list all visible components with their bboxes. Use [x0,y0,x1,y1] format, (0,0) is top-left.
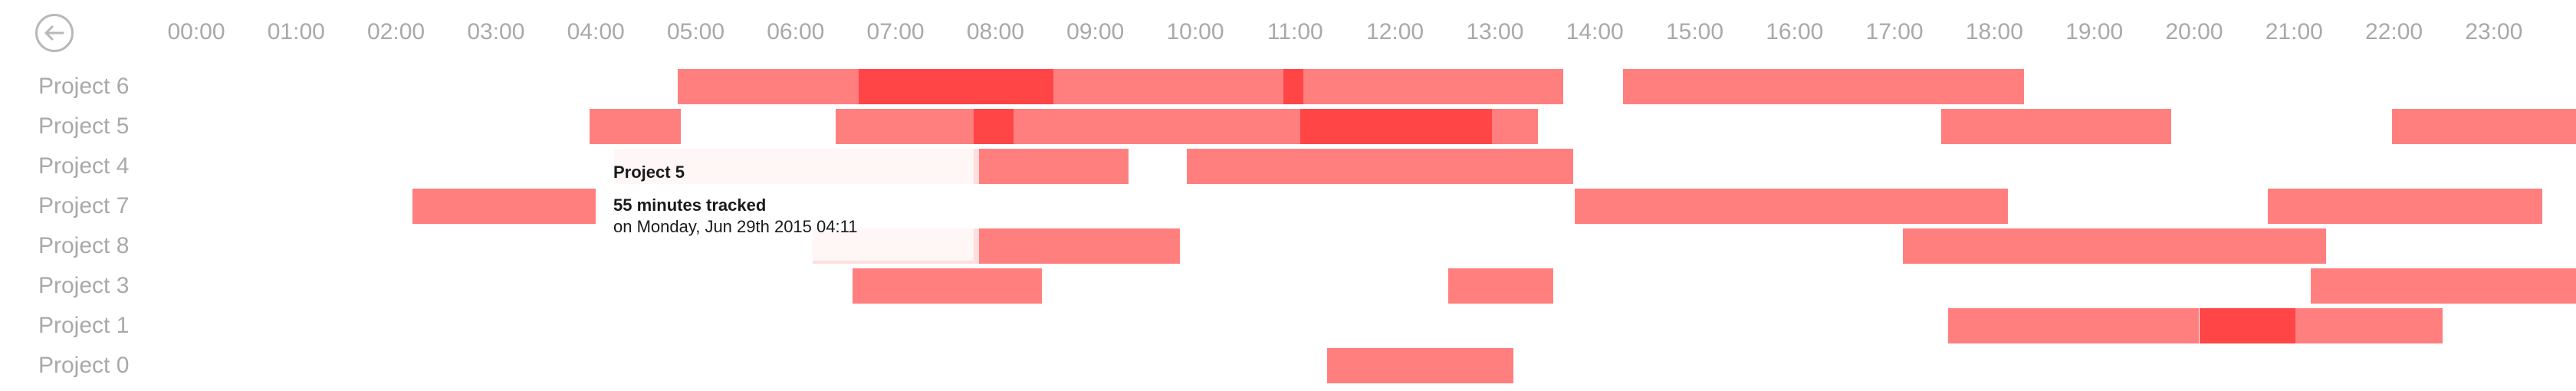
hour-label: 23:00 [2465,19,2523,44]
time-entry-bar[interactable] [1053,69,1284,104]
time-entry-bar[interactable] [852,268,1043,304]
tooltip-title: Project 5 [613,163,685,182]
arrow-left-icon [44,25,64,41]
time-entry-bar[interactable] [677,69,859,104]
row-label: Project 8 [38,233,130,258]
hour-label: 09:00 [1066,19,1125,44]
back-button[interactable] [35,14,74,52]
hour-label: 00:00 [167,19,225,44]
tooltip-backdrop [606,146,974,261]
hour-label: 04:00 [567,19,625,44]
time-entry-bar[interactable] [589,109,681,144]
row-label: Project 6 [38,74,130,99]
time-entry-bar[interactable] [2199,308,2296,343]
time-entry-bar[interactable] [1575,189,2008,224]
time-entry-bar[interactable] [1300,109,1492,144]
time-entry-bar[interactable] [1326,348,1513,383]
tooltip: Project 5 55 minutes tracked on Monday, … [613,161,1043,238]
hour-label: 08:00 [966,19,1024,44]
time-entry-bar[interactable] [1187,149,1573,184]
tooltip-date: on Monday, Jun 29th 2015 04:11 [613,217,858,236]
row-label: Project 0 [38,353,130,378]
time-entry-bar[interactable] [859,69,1054,104]
hour-label: 06:00 [767,19,825,44]
time-entry-bar[interactable] [1623,69,2025,104]
hour-label: 05:00 [666,19,725,44]
row-label: Project 3 [38,273,130,298]
hour-label: 02:00 [367,19,426,44]
tooltip-amount: 55 minutes tracked [613,196,767,215]
hour-label: 19:00 [2065,19,2124,44]
time-entry-bar[interactable] [835,109,974,144]
time-entry-bar[interactable] [412,189,596,224]
time-entry-bar[interactable] [1491,109,1539,144]
hour-label: 10:00 [1166,19,1224,44]
hour-label: 12:00 [1366,19,1424,44]
row-label: Project 7 [38,193,130,219]
time-entry-bar[interactable] [1902,228,2326,264]
time-entry-bar[interactable] [1947,308,2200,343]
time-entry-bar[interactable] [2311,268,2576,304]
time-entry-bar[interactable] [974,109,1014,144]
time-entry-bar[interactable] [2267,189,2542,224]
hour-label: 15:00 [1665,19,1724,44]
hour-label: 21:00 [2265,19,2323,44]
hour-label: 17:00 [1865,19,1924,44]
time-entry-bar[interactable] [1283,69,1304,104]
time-entry-bar[interactable] [1448,268,1553,304]
hour-label: 14:00 [1566,19,1624,44]
time-entry-bar[interactable] [2295,308,2443,343]
row-label: Project 1 [38,313,130,338]
hour-label: 07:00 [866,19,925,44]
time-entry-bar[interactable] [978,149,1129,184]
hour-label: 11:00 [1267,19,1323,44]
hour-label: 20:00 [2165,19,2223,44]
row-label: Project 4 [38,153,130,179]
row-label: Project 5 [38,113,130,139]
time-entry-bar[interactable] [1014,109,1300,144]
hour-label: 01:00 [267,19,325,44]
hour-label: 16:00 [1766,19,1824,44]
hour-label: 22:00 [2365,19,2423,44]
hour-label: 18:00 [1965,19,2023,44]
hour-label: 13:00 [1466,19,1524,44]
time-entry-bar[interactable] [1303,69,1563,104]
time-entry-bar[interactable] [978,228,1181,264]
time-entry-bar[interactable] [1940,109,2171,144]
hour-label: 03:00 [467,19,525,44]
time-entry-bar[interactable] [2392,109,2576,144]
